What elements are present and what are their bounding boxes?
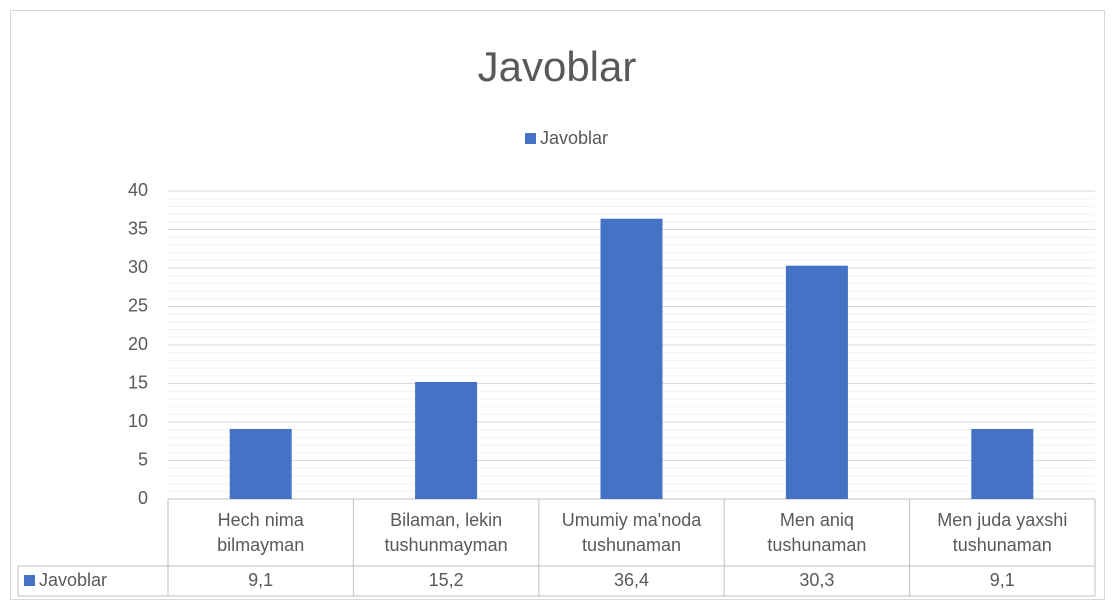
legend-key — [525, 133, 536, 144]
chart-title: Javoblar — [478, 43, 637, 90]
bar — [229, 428, 292, 499]
y-tick-label: 0 — [138, 488, 148, 508]
y-tick-label: 40 — [128, 180, 148, 200]
chart-border — [10, 10, 1105, 600]
table-value: 9,1 — [990, 570, 1015, 590]
table-value: 15,2 — [429, 570, 464, 590]
table-legend-key — [24, 575, 35, 586]
table-series-label: Javoblar — [39, 570, 107, 590]
x-tick-label: Bilaman, lekin tushunmayman — [385, 510, 508, 555]
y-tick-label: 25 — [128, 295, 148, 315]
y-tick-label: 30 — [128, 257, 148, 277]
legend-label: Javoblar — [540, 128, 608, 148]
y-tick-label: 35 — [128, 218, 148, 238]
bar — [971, 428, 1034, 499]
bar — [415, 381, 478, 499]
y-tick-label: 20 — [128, 334, 148, 354]
bar — [785, 265, 848, 499]
table-value: 36,4 — [614, 570, 649, 590]
y-tick-label: 5 — [138, 449, 148, 469]
bar — [600, 218, 663, 499]
table-value: 30,3 — [799, 570, 834, 590]
y-tick-label: 10 — [128, 411, 148, 431]
x-tick-label: Umumiy ma'noda tushunaman — [562, 510, 702, 555]
x-tick-label: Men juda yaxshi tushunaman — [937, 510, 1067, 555]
x-tick-label: Men aniq tushunaman — [767, 510, 866, 555]
x-tick-label: Hech nima bilmayman — [217, 510, 305, 555]
table-value: 9,1 — [248, 570, 273, 590]
y-tick-label: 15 — [128, 372, 148, 392]
